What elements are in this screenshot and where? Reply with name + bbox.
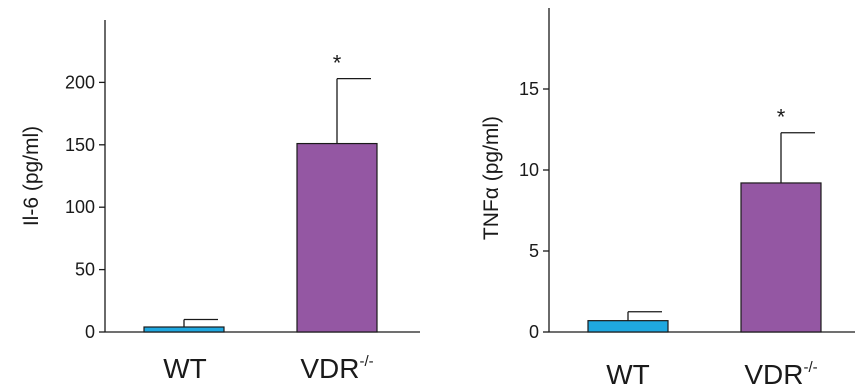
y-tick-label: 150: [65, 135, 95, 155]
x-tick-label: WT: [606, 359, 650, 385]
x-tick-label: VDR-/-: [300, 353, 373, 384]
y-tick-label: 15: [519, 79, 539, 99]
bar-wt: [143, 326, 225, 333]
y-tick-label: 200: [65, 72, 95, 92]
y-tick-label: 5: [529, 241, 539, 261]
y-tick-label: 50: [75, 260, 95, 280]
x-tick-label: WT: [163, 353, 207, 384]
significance-marker: *: [333, 51, 342, 76]
y-tick-label: 0: [529, 322, 539, 342]
y-tick-label: 0: [85, 322, 95, 342]
bar-wt: [587, 320, 669, 333]
y-axis-label: Il-6 (pg/ml): [20, 126, 43, 226]
chart-panel-1: 0 50 100 150 200 Il-6 (pg/ml) WT * VDR-/-: [20, 20, 420, 384]
x-tick-label-superscript: -/-: [359, 353, 373, 370]
chart-panel-2: 0 5 10 15 TNFα (pg/ml) WT * VDR-/-: [480, 8, 855, 385]
bar-vdr: [740, 182, 822, 333]
x-tick-label: VDR-/-: [744, 359, 817, 385]
significance-marker: *: [777, 105, 786, 130]
y-tick-label: 10: [519, 160, 539, 180]
y-axis-label: TNFα (pg/ml): [480, 116, 503, 240]
y-tick-label: 100: [65, 197, 95, 217]
x-tick-label-superscript: -/-: [803, 359, 817, 376]
bar-vdr: [296, 142, 378, 333]
